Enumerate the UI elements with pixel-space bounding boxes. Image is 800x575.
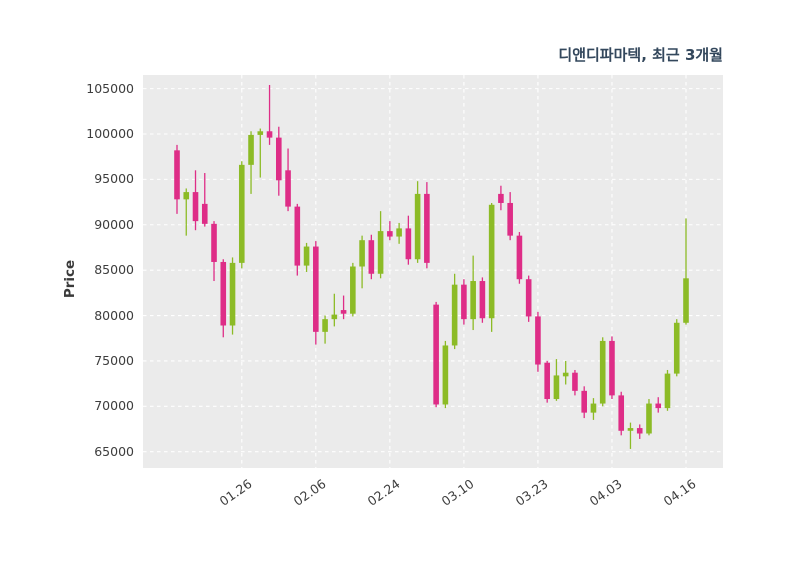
candle-up bbox=[683, 278, 689, 323]
candle-up bbox=[322, 319, 328, 332]
candle-down bbox=[461, 284, 467, 320]
y-tick-label: 100000 bbox=[86, 125, 134, 141]
y-tick-label: 85000 bbox=[94, 262, 134, 278]
candle-down bbox=[424, 193, 430, 263]
y-tick-label: 70000 bbox=[94, 398, 134, 414]
candle-up bbox=[646, 403, 652, 434]
candle-up bbox=[257, 131, 264, 135]
candle-down bbox=[655, 403, 662, 409]
y-tick-label: 65000 bbox=[94, 443, 134, 459]
candle-up bbox=[488, 204, 495, 319]
candle-up bbox=[414, 193, 421, 260]
y-tick-label: 105000 bbox=[86, 80, 134, 96]
candle-up bbox=[359, 240, 365, 267]
candle-down bbox=[266, 131, 273, 138]
y-tick-label: 95000 bbox=[94, 171, 134, 187]
candle-down bbox=[636, 428, 643, 434]
candle-down bbox=[609, 340, 615, 396]
candle-down bbox=[405, 228, 412, 260]
candle-up bbox=[599, 340, 606, 404]
candle-up bbox=[553, 375, 560, 400]
candle-down bbox=[525, 279, 532, 317]
candle-down bbox=[285, 170, 291, 207]
y-tick-label: 80000 bbox=[94, 307, 134, 323]
candle-down bbox=[368, 240, 375, 274]
candle-down bbox=[192, 192, 199, 222]
candle-up bbox=[248, 134, 254, 165]
candle-down bbox=[479, 281, 486, 319]
candle-up bbox=[183, 192, 190, 200]
plot-panel bbox=[143, 75, 723, 468]
candle-down bbox=[220, 261, 227, 326]
candle-up bbox=[664, 373, 671, 409]
candle-down bbox=[433, 304, 439, 405]
candle-down bbox=[507, 202, 513, 236]
candle-down bbox=[276, 137, 282, 181]
candle-up bbox=[396, 228, 402, 237]
candle-up bbox=[377, 231, 384, 274]
candle-down bbox=[174, 150, 180, 200]
candle-down bbox=[211, 223, 217, 262]
candle-down bbox=[544, 362, 550, 400]
y-tick-label: 75000 bbox=[94, 352, 134, 368]
candle-down bbox=[618, 395, 625, 431]
candle-down bbox=[340, 310, 347, 314]
candle-down bbox=[294, 206, 301, 266]
candle-up bbox=[470, 281, 476, 320]
candle-down bbox=[387, 231, 393, 237]
candle-up bbox=[451, 284, 458, 346]
candle-down bbox=[535, 316, 541, 365]
candle-up bbox=[673, 322, 680, 374]
candle-up bbox=[238, 164, 245, 263]
chart-title: 디앤디파마텍, 최근 3개월 bbox=[558, 46, 723, 64]
candle-up bbox=[590, 403, 597, 413]
candle-up bbox=[627, 428, 634, 431]
candle-down bbox=[572, 372, 578, 391]
candle-up bbox=[350, 266, 356, 314]
candle-up bbox=[303, 246, 310, 266]
candle-up bbox=[562, 372, 569, 377]
candle-down bbox=[516, 235, 523, 280]
candle-down bbox=[581, 390, 587, 413]
candle-up bbox=[442, 345, 449, 405]
candle-down bbox=[201, 203, 208, 224]
y-tick-label: 90000 bbox=[94, 216, 134, 232]
candle-down bbox=[498, 193, 504, 203]
candle-down bbox=[313, 246, 319, 332]
candle-up bbox=[229, 262, 236, 326]
candle-up bbox=[331, 314, 338, 320]
